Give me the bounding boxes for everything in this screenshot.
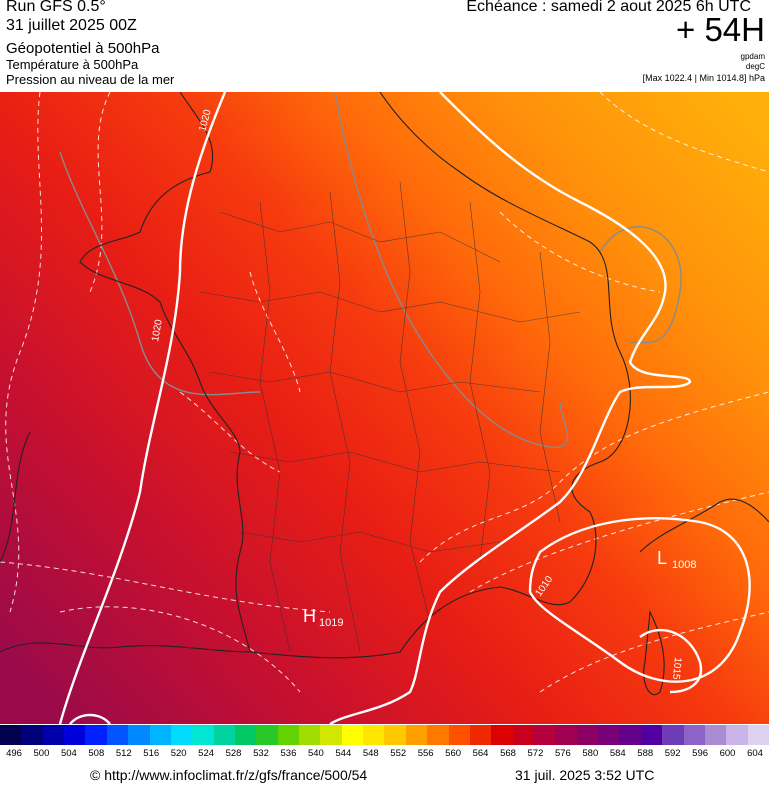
colorbar-tick-label: 564 <box>472 748 489 759</box>
colorbar-tick-label: 500 <box>33 748 50 759</box>
colorbar-swatch <box>256 725 278 745</box>
weather-map[interactable]: 1020 1020 1010 1015 H 1019 L 1008 <box>0 92 769 724</box>
colorbar-swatch <box>21 725 43 745</box>
colorbar-tick-label: 584 <box>609 748 626 759</box>
layer-temperature-label: Température à 500hPa <box>6 57 139 72</box>
isobar-1020-west <box>58 92 227 724</box>
colorbar-swatch <box>363 725 385 745</box>
colorbar-tick-label: 560 <box>445 748 462 759</box>
isobar-label: 1015 <box>670 657 683 681</box>
high-pressure-value: 1019 <box>319 617 343 629</box>
colorbar <box>0 725 769 745</box>
colorbar-swatch <box>170 725 193 745</box>
colorbar-swatch <box>448 725 470 745</box>
isobar-1020-south <box>69 713 111 724</box>
colorbar-tick-label: 572 <box>527 748 544 759</box>
colorbar-tick-label: 556 <box>417 748 434 759</box>
generation-timestamp: 31 juil. 2025 3:52 UTC <box>515 767 655 783</box>
colorbar-tick-label: 532 <box>253 748 269 759</box>
colorbar-swatch <box>469 725 492 745</box>
colorbar-swatch <box>234 725 257 745</box>
colorbar-swatch <box>427 725 449 745</box>
colorbar-tick-label: 520 <box>170 748 187 759</box>
colorbar-swatch <box>213 725 235 745</box>
colorbar-swatch <box>619 725 641 745</box>
colorbar-swatch <box>576 725 599 745</box>
colorbar-swatch <box>683 725 705 745</box>
layer-geopotential-label: Géopotentiel à 500hPa <box>6 40 160 57</box>
colorbar-tick-label: 588 <box>637 748 654 759</box>
unit-temperature: degC <box>745 62 765 71</box>
colorbar-tick-label: 568 <box>500 748 516 759</box>
colorbar-swatch <box>299 725 321 745</box>
colorbar-swatch <box>106 725 129 745</box>
colorbar-tick-label: 540 <box>307 748 324 759</box>
colorbar-swatch <box>384 725 406 745</box>
colorbar-tick-label: 552 <box>390 748 407 759</box>
colorbar-tick-label: 580 <box>582 748 599 759</box>
geopotential-contours <box>59 92 682 449</box>
isobar-1010-low <box>528 517 751 683</box>
pressure-max-min: [Max 1022.4 | Min 1014.8] hPa <box>642 73 765 83</box>
colorbar-swatch <box>726 725 748 745</box>
region-borders <box>199 181 581 653</box>
isobar-1015-east <box>329 92 692 724</box>
source-url[interactable]: © http://www.infoclimat.fr/z/gfs/france/… <box>90 767 368 783</box>
colorbar-tick-label: 508 <box>88 748 105 759</box>
colorbar-swatch <box>192 725 214 745</box>
colorbar-tick-label: 536 <box>280 748 297 759</box>
colorbar-tick-label: 496 <box>6 748 22 759</box>
colorbar-swatch <box>512 725 534 745</box>
colorbar-tick-label: 516 <box>143 748 160 759</box>
colorbar-swatch <box>85 725 107 745</box>
colorbar-swatch <box>149 725 171 745</box>
colorbar-swatch <box>128 725 150 745</box>
colorbar-tick-label: 544 <box>335 748 352 759</box>
low-pressure-value: 1008 <box>672 559 696 571</box>
colorbar-tick-label: 592 <box>664 748 681 759</box>
colorbar-swatch <box>555 725 577 745</box>
isobar-label: 1020 <box>150 318 165 342</box>
colorbar-tick-label: 576 <box>554 748 571 759</box>
colorbar-swatch <box>662 725 684 745</box>
colorbar-swatch <box>42 725 65 745</box>
colorbar-tick-label: 524 <box>198 748 215 759</box>
colorbar-tick-label: 504 <box>60 748 77 759</box>
colorbar-swatch <box>598 725 620 745</box>
weather-map-canvas: 1020 1020 1010 1015 H 1019 L 1008 <box>0 92 769 724</box>
colorbar-swatch <box>277 725 300 745</box>
colorbar-tick-label: 528 <box>225 748 242 759</box>
colorbar-tick-label: 512 <box>115 748 132 759</box>
colorbar-swatch <box>491 725 513 745</box>
colorbar-ticks: 496 500 504 508 512 516 520 524 528 532 536 540 544 5… <box>0 748 769 762</box>
colorbar-swatch <box>747 725 769 745</box>
colorbar-swatch <box>405 725 428 745</box>
run-date: 31 juillet 2025 00Z <box>6 17 137 34</box>
colorbar-swatch <box>64 725 86 745</box>
colorbar-tick-label: 604 <box>747 748 763 759</box>
low-pressure-letter: L <box>657 548 667 568</box>
geopotential-field <box>0 92 769 724</box>
colorbar-tick-label: 548 <box>362 748 379 759</box>
colorbar-tick-label: 600 <box>719 748 736 759</box>
layer-pressure-label: Pression au niveau de la mer <box>6 72 175 87</box>
run-title: Run GFS 0.5° <box>6 0 106 15</box>
colorbar-swatch <box>704 725 727 745</box>
colorbar-swatch <box>0 725 22 745</box>
colorbar-tick-label: 596 <box>692 748 709 759</box>
isobars <box>58 92 751 724</box>
colorbar-swatch <box>341 725 364 745</box>
unit-geopotential: gpdam <box>740 52 765 61</box>
colorbar-swatch <box>533 725 556 745</box>
isobar-1015-corsica <box>639 628 703 694</box>
forecast-lead-time: + 54H <box>676 11 765 48</box>
temperature-contours <box>0 92 769 693</box>
forecast-valid-time: Echéance : samedi 2 aout 2025 6h UTC <box>466 0 751 15</box>
colorbar-swatch <box>640 725 663 745</box>
high-pressure-letter: H <box>303 606 316 626</box>
colorbar-swatch <box>320 725 342 745</box>
